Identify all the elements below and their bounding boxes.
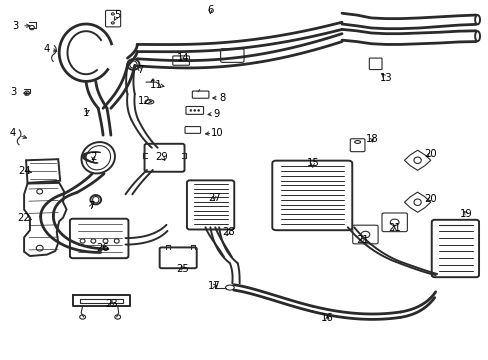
Text: 17: 17: [207, 281, 220, 291]
Ellipse shape: [225, 285, 234, 290]
FancyBboxPatch shape: [159, 247, 196, 268]
Text: 9: 9: [213, 109, 220, 119]
Text: 20: 20: [424, 149, 436, 159]
Ellipse shape: [180, 59, 182, 62]
FancyBboxPatch shape: [186, 180, 234, 229]
Ellipse shape: [80, 315, 85, 319]
FancyBboxPatch shape: [349, 139, 364, 152]
Ellipse shape: [114, 239, 119, 243]
Text: 15: 15: [306, 158, 319, 168]
Text: 11: 11: [150, 80, 163, 90]
Text: 7: 7: [137, 64, 143, 75]
Ellipse shape: [197, 109, 199, 111]
Ellipse shape: [413, 199, 420, 206]
Ellipse shape: [175, 59, 177, 62]
FancyBboxPatch shape: [368, 58, 381, 69]
Ellipse shape: [29, 26, 34, 30]
Text: 1: 1: [82, 108, 89, 118]
FancyBboxPatch shape: [272, 161, 351, 230]
Text: 12: 12: [138, 96, 151, 106]
Polygon shape: [404, 192, 430, 212]
Ellipse shape: [91, 239, 96, 243]
Text: 16: 16: [320, 313, 333, 323]
Text: 13: 13: [379, 73, 391, 83]
Text: 6: 6: [207, 5, 213, 15]
Text: 21: 21: [355, 235, 368, 245]
FancyBboxPatch shape: [185, 107, 203, 114]
Ellipse shape: [129, 61, 137, 68]
FancyBboxPatch shape: [352, 225, 377, 244]
FancyBboxPatch shape: [144, 144, 184, 172]
Text: 4: 4: [10, 129, 16, 138]
FancyBboxPatch shape: [431, 220, 478, 277]
Ellipse shape: [413, 157, 420, 163]
Ellipse shape: [103, 239, 108, 243]
Text: 22: 22: [18, 213, 30, 222]
Text: 24: 24: [18, 166, 30, 176]
Text: 8: 8: [219, 93, 225, 103]
Text: 18: 18: [365, 134, 378, 144]
Ellipse shape: [354, 140, 360, 143]
Text: 25: 25: [176, 264, 189, 274]
Text: 27: 27: [207, 193, 220, 203]
Ellipse shape: [37, 189, 42, 194]
Text: 5: 5: [114, 10, 121, 20]
Text: 2: 2: [90, 152, 96, 162]
Text: 14: 14: [177, 53, 189, 63]
Ellipse shape: [111, 22, 114, 24]
FancyBboxPatch shape: [220, 49, 244, 62]
Ellipse shape: [189, 109, 191, 111]
Polygon shape: [26, 159, 60, 183]
Ellipse shape: [127, 59, 139, 70]
Ellipse shape: [115, 315, 121, 319]
Ellipse shape: [389, 219, 398, 226]
Text: 3: 3: [11, 87, 17, 97]
Ellipse shape: [145, 100, 154, 104]
Text: 23: 23: [105, 299, 118, 309]
Ellipse shape: [183, 59, 185, 62]
FancyBboxPatch shape: [192, 91, 208, 98]
FancyBboxPatch shape: [172, 56, 189, 65]
Text: 7: 7: [88, 201, 94, 211]
FancyBboxPatch shape: [70, 219, 128, 258]
Text: 21: 21: [387, 224, 400, 233]
Text: 29: 29: [155, 152, 168, 162]
Text: 28: 28: [222, 227, 235, 237]
Ellipse shape: [24, 91, 29, 95]
Ellipse shape: [90, 195, 101, 204]
Text: 20: 20: [424, 194, 436, 204]
Ellipse shape: [92, 197, 99, 203]
Polygon shape: [24, 183, 66, 256]
Text: 3: 3: [12, 21, 19, 31]
Text: 19: 19: [459, 209, 472, 219]
Text: 26: 26: [97, 243, 109, 253]
Ellipse shape: [80, 239, 85, 243]
FancyBboxPatch shape: [381, 213, 407, 231]
Polygon shape: [404, 150, 430, 170]
FancyBboxPatch shape: [184, 127, 200, 134]
FancyBboxPatch shape: [105, 10, 121, 27]
Ellipse shape: [193, 109, 195, 111]
Ellipse shape: [36, 245, 43, 251]
Ellipse shape: [360, 231, 369, 238]
Ellipse shape: [111, 13, 114, 15]
Text: 10: 10: [211, 128, 224, 138]
Ellipse shape: [81, 142, 115, 174]
Text: 4: 4: [44, 44, 50, 54]
